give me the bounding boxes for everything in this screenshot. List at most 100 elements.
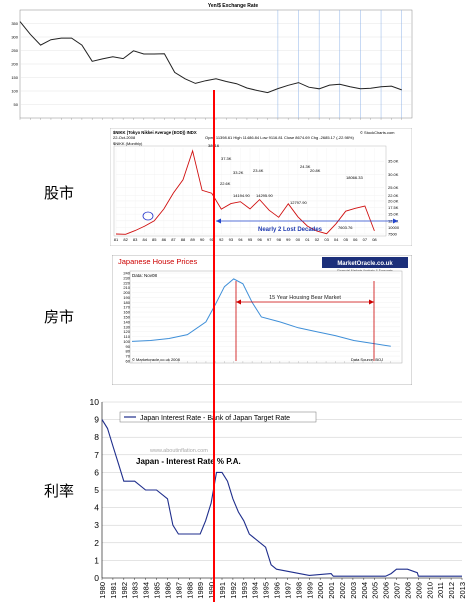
nikkei-annotation: 24.3K	[300, 164, 311, 169]
house-y-tick-label: 80	[126, 349, 131, 354]
nikkei-x-tick-label: 86	[162, 237, 167, 242]
nikkei-annotation: 37.3K	[221, 156, 232, 161]
rate-x-tick-label: 1998	[294, 582, 303, 599]
1990-marker-line	[213, 90, 215, 602]
nikkei-annotation: 14295.90	[256, 193, 273, 198]
lost-decades-label: Nearly 2 Lost Decades	[258, 227, 323, 233]
rate-x-tick-label: 2001	[327, 582, 336, 599]
rate-x-tick-label: 1980	[98, 582, 107, 599]
nikkei-x-tick-label: 02	[315, 237, 320, 242]
rate-legend-box	[119, 411, 317, 423]
house-y-tick-label: 140	[123, 319, 130, 324]
fx-y-tick-label: 50	[14, 102, 19, 107]
rate-x-tick-label: 1996	[273, 582, 282, 599]
brand-name: MarketOracle.co.uk	[337, 261, 393, 267]
nikkei-x-tick-label: 00	[296, 237, 301, 242]
nikkei-x-tick-label: 05	[343, 237, 348, 242]
rate-x-tick-label: 2012	[447, 582, 456, 599]
rate-x-tick-label: 1984	[142, 582, 151, 599]
rate-x-tick-label: 1999	[305, 582, 314, 599]
nikkei-y-tick-label: 20.0K	[388, 198, 399, 203]
rate-y-tick-label: 4	[94, 503, 99, 513]
house-y-tick-label: 210	[123, 285, 130, 290]
rate-x-tick-label: 2009	[414, 582, 423, 599]
house-y-tick-label: 190	[123, 295, 130, 300]
nikkei-annotation: 22.6K	[220, 181, 231, 186]
rate-x-tick-label: 1988	[185, 582, 194, 599]
nikkei-x-tick-label: 84	[142, 237, 147, 242]
rate-x-tick-label: 2010	[425, 582, 434, 599]
nikkei-x-tick-label: 01	[305, 237, 310, 242]
rate-x-tick-label: 2000	[316, 582, 325, 599]
rate-y-tick-label: 6	[94, 467, 99, 477]
rate-x-tick-label: 2005	[371, 582, 380, 599]
nikkei-annotation: 18066.33	[346, 175, 363, 180]
nikkei-x-tick-label: 90	[200, 237, 205, 242]
nikkei-x-tick-label: 06	[353, 237, 358, 242]
house-y-tick-label: 90	[126, 344, 131, 349]
rate-x-tick-label: 1987	[174, 582, 183, 599]
rate-x-tick-label: 2013	[458, 582, 466, 599]
nikkei-x-tick-label: 92	[219, 237, 224, 242]
nikkei-header-line2: 22-Oct-2008	[113, 135, 136, 140]
house-y-tick-label: 110	[124, 334, 131, 339]
rate-x-tick-label: 1995	[262, 582, 271, 599]
fx-y-tick-label: 100	[11, 89, 18, 94]
rate-x-tick-label: 1989	[196, 582, 205, 599]
house-y-tick-label: 120	[123, 329, 130, 334]
nikkei-y-tick-label: 10000	[388, 225, 400, 230]
nikkei-header-line1: $NIKK (Tokyo Nikkei Average (EOD)) INDX	[113, 130, 197, 135]
nikkei-header-stats: Open 11398.61 High 11486.84 Low 9116.81 …	[205, 135, 354, 140]
nikkei-x-tick-label: 96	[257, 237, 262, 242]
nikkei-annotation: 33.2K	[233, 170, 244, 175]
house-y-tick-label: 220	[123, 280, 130, 285]
nikkei-x-tick-label: 85	[152, 237, 157, 242]
rate-x-tick-label: 2008	[403, 582, 412, 599]
rate-x-tick-label: 1993	[240, 582, 249, 599]
nikkei-x-tick-label: 98	[276, 237, 281, 242]
nikkei-y-tick-label: 30.0K	[388, 172, 399, 177]
house-y-tick-label: 130	[123, 324, 130, 329]
nikkei-x-tick-label: 87	[171, 237, 176, 242]
fx-y-tick-label: 300	[11, 35, 18, 40]
house-y-tick-label: 230	[123, 275, 130, 280]
rate-x-tick-label: 1997	[283, 582, 292, 599]
fx-y-tick-label: 200	[11, 62, 18, 67]
house-y-tick-label: 60	[126, 359, 131, 364]
rate-x-tick-label: 1990	[207, 582, 216, 599]
house-y-tick-label: 180	[123, 300, 130, 305]
nikkei-annotation: 7603.76	[338, 225, 353, 230]
brand-banner	[322, 257, 408, 268]
rate-x-tick-label: 1986	[163, 582, 172, 599]
nikkei-source: © StockCharts.com	[360, 130, 395, 135]
nikkei-subtitle: $NIKK (Monthly)	[113, 141, 143, 146]
rate-x-tick-label: 1994	[251, 582, 260, 599]
nikkei-x-tick-label: 83	[133, 237, 138, 242]
nikkei-x-tick-label: 82	[123, 237, 128, 242]
rate-inner-title: Japan - Interest Rate % P.A.	[136, 457, 241, 466]
nikkei-x-tick-label: 04	[334, 237, 339, 242]
nikkei-y-tick-label: 15.0K	[388, 212, 399, 217]
house-footer-left: © Marketoracle.co.uk 2008	[132, 357, 181, 362]
row-label-stock: 股市	[44, 184, 75, 202]
nikkei-x-tick-label: 89	[190, 237, 195, 242]
rate-x-tick-label: 2007	[393, 582, 402, 599]
rate-y-tick-label: 0	[94, 573, 99, 583]
house-y-tick-label: 70	[126, 354, 131, 359]
nikkei-circle-annotation	[142, 211, 154, 221]
fx-chart: Yen/$ Exchange Rate 350 300 250 200 150 100 50	[11, 3, 413, 120]
rate-x-tick-label: 1985	[153, 582, 162, 599]
house-footer-right: Data Source: BOJ	[351, 357, 383, 362]
house-y-tick-label: 170	[123, 305, 130, 310]
rate-y-tick-label: 5	[94, 485, 99, 495]
nikkei-x-tick-label: 99	[286, 237, 291, 242]
house-y-tick-label: 200	[123, 290, 130, 295]
rate-x-tick-label: 1992	[229, 582, 238, 599]
rate-y-tick-label: 2	[94, 538, 99, 548]
nikkei-x-tick-label: 95	[248, 237, 253, 242]
nikkei-y-tick-label: 7500	[388, 232, 398, 237]
rate-y-tick-label: 8	[94, 432, 99, 442]
nikkei-x-tick-label: 94	[238, 237, 243, 242]
house-title: Japanese House Prices	[118, 257, 197, 266]
